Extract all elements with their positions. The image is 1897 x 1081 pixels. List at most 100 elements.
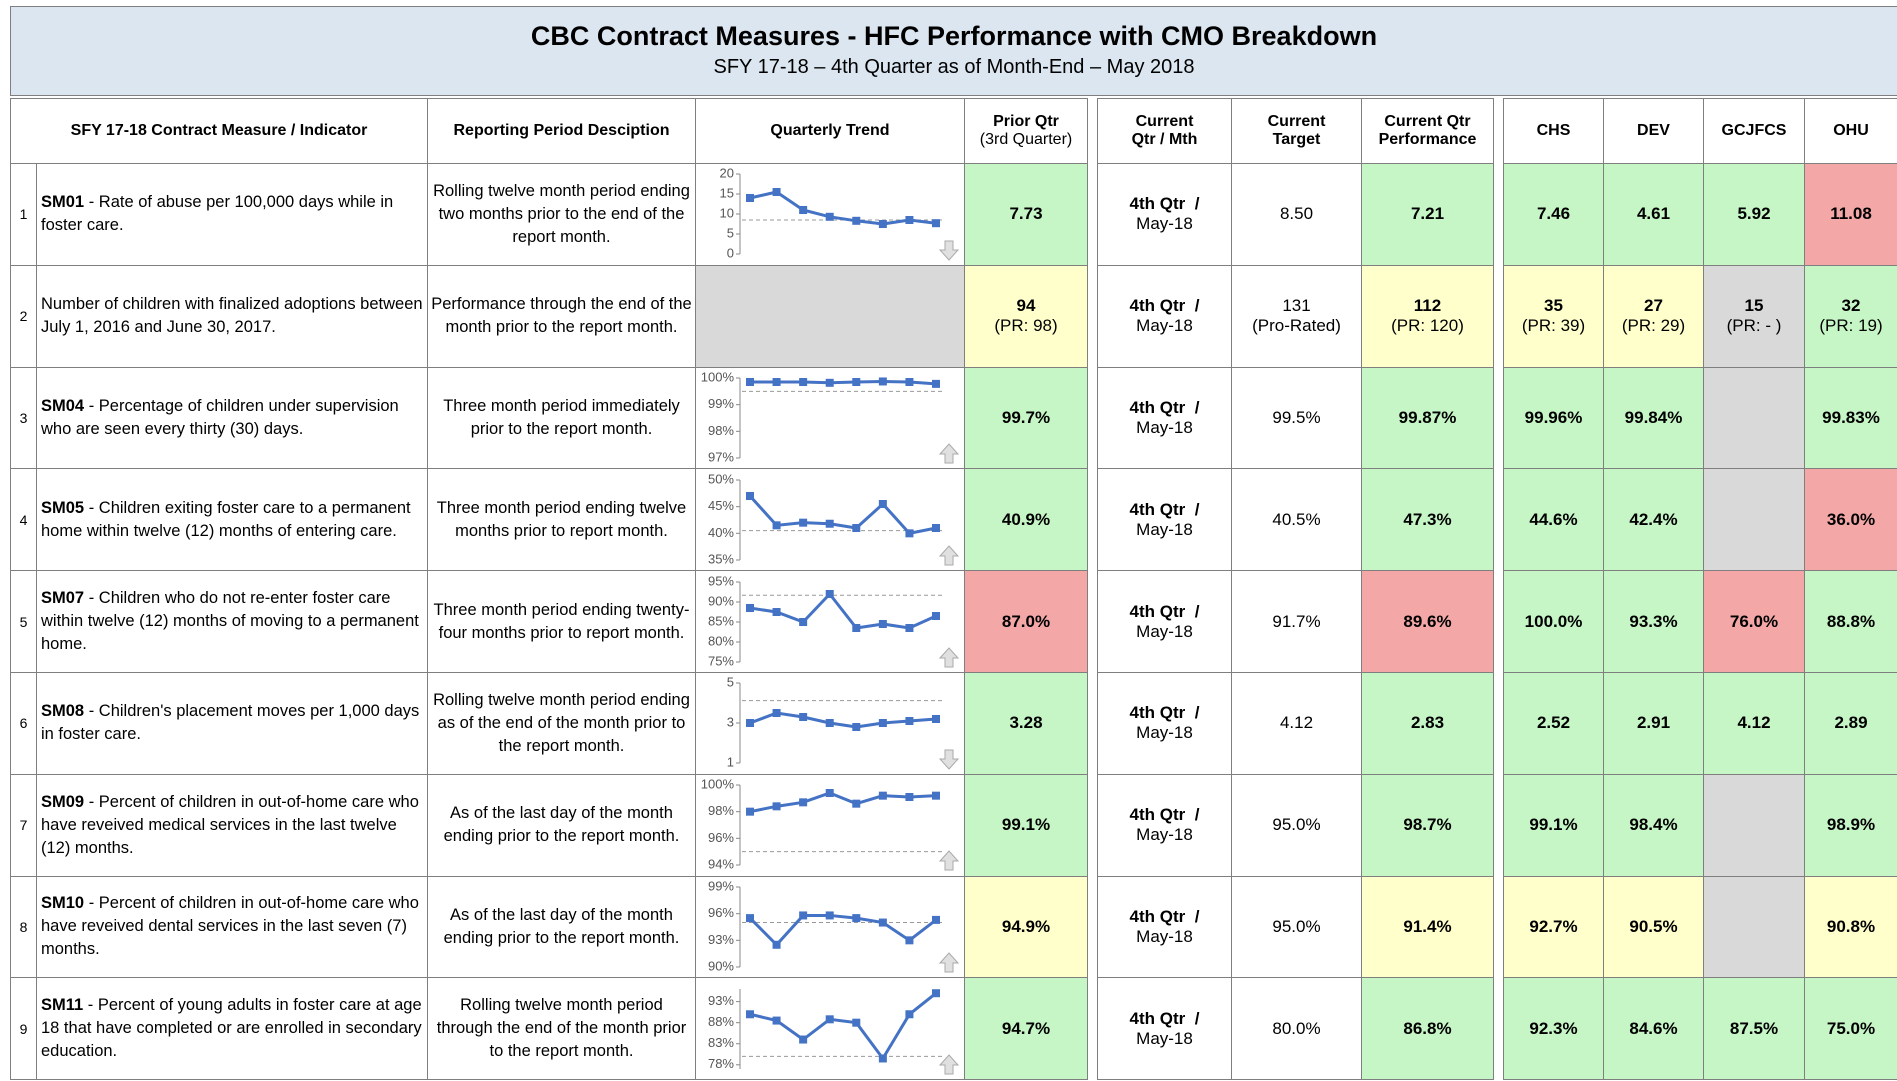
trend-point	[878, 918, 887, 927]
trend-point	[852, 217, 861, 226]
metric-value: 2.83	[1410, 713, 1445, 733]
qtr-line: 4th Qtr /	[1129, 906, 1200, 926]
direction-arrow	[938, 646, 960, 668]
trend-point	[878, 791, 887, 800]
metric-cell: 36.0%	[1804, 468, 1897, 572]
measure-cell: SM04 - Percentage of children under supe…	[36, 366, 428, 470]
trend-point	[772, 802, 781, 811]
trend-cell: 100% 99% 98% 97%	[695, 366, 965, 470]
metric-cell: 99.1%	[964, 773, 1088, 877]
trend-point	[772, 521, 781, 530]
y-tick-label: 94%	[708, 857, 734, 872]
measure-text: - Children's placement moves per 1,000 d…	[41, 702, 420, 744]
measure-row: 8 SM10 - Percent of children in out-of-ho…	[10, 875, 1897, 979]
period-cell: Rolling twelve month period ending two m…	[427, 163, 696, 266]
metric-value: 2.91	[1636, 713, 1671, 733]
direction-arrow	[938, 749, 960, 771]
metric-value: 40.9%	[1001, 509, 1051, 529]
row-number: 2	[10, 264, 37, 368]
metric-cell	[1703, 366, 1805, 470]
qtr-line: May-18	[1136, 417, 1193, 437]
metric-cell: 112 (PR: 120)	[1361, 264, 1494, 368]
metric-sub: (PR: 19)	[1819, 316, 1883, 336]
header-line: Reporting Period Desciption	[453, 122, 670, 139]
metric-cell: 99.1%	[1503, 773, 1604, 877]
measures-table: SFY 17-18 Contract Measure / Indicator Re…	[10, 98, 1897, 1081]
metric-value: 99.84%	[1624, 407, 1683, 427]
y-tick-label: 1	[727, 755, 734, 770]
metric-value: 80.0%	[1272, 1018, 1321, 1038]
metric-cell: 131 (Pro-Rated)	[1231, 264, 1362, 368]
metric-value: 98.4%	[1629, 815, 1678, 835]
separator	[1087, 774, 1098, 877]
qtr-line: May-18	[1136, 723, 1193, 743]
report: CBC Contract Measures - HFC Performance …	[10, 6, 1897, 1081]
separator	[1493, 367, 1504, 469]
row-number: 4	[10, 468, 37, 572]
sparkline: 100% 98% 96% 94%	[701, 777, 960, 872]
metric-cell: 98.4%	[1603, 773, 1704, 877]
trend-point	[852, 914, 861, 923]
metric-cell: 93.3%	[1603, 570, 1704, 673]
metric-cell: 88.8%	[1804, 570, 1897, 673]
sparkline: 5 3 1	[727, 675, 960, 771]
metric-value: 5.92	[1737, 204, 1771, 224]
trend-point	[852, 1018, 861, 1027]
metric-sub: (PR: 39)	[1521, 316, 1586, 336]
trend-point	[825, 378, 834, 387]
qtr-line: May-18	[1136, 1028, 1193, 1048]
y-tick-label: 83%	[708, 1035, 734, 1050]
header-line: GCJFCS	[1721, 122, 1787, 139]
row-number: 8	[10, 875, 37, 979]
column-header: Current Target	[1231, 98, 1362, 164]
trend-line	[749, 791, 937, 814]
trend-point	[932, 523, 940, 532]
period-cell: Three month period immediately prior to …	[427, 366, 696, 470]
metric-cell: 7.73	[964, 163, 1088, 266]
metric-cell: 40.9%	[964, 468, 1088, 572]
trend-point	[799, 518, 808, 527]
header-line: Current	[1267, 113, 1326, 130]
trend-point	[799, 713, 808, 722]
metric-cell: 4.12	[1231, 671, 1362, 775]
trend-cell: 20 15 10 5 0	[695, 163, 965, 266]
metric-value: 4.12	[1737, 713, 1771, 733]
column-header: Current Qtr Performance	[1361, 98, 1494, 164]
trend-point	[825, 789, 834, 798]
qtr-line: May-18	[1136, 825, 1193, 845]
measure-code: SM09	[41, 792, 85, 811]
trend-point	[905, 623, 914, 632]
metric-sub: (PR: - )	[1726, 316, 1782, 336]
metric-cell: 76.0%	[1703, 570, 1805, 673]
metric-cell: 90.8%	[1804, 875, 1897, 979]
trend-line	[749, 190, 937, 226]
measure-row: 6 SM08 - Children's placement moves per 1…	[10, 671, 1897, 775]
measure-code: SM01	[41, 193, 85, 212]
measure-row: 7 SM09 - Percent of children in out-of-ho…	[10, 773, 1897, 877]
measure-code: SM10	[41, 894, 85, 913]
header-line: SFY 17-18 Contract Measure / Indicator	[70, 122, 368, 139]
trend-point	[799, 377, 808, 386]
y-tick-label: 98%	[708, 423, 734, 438]
measure-row: 1 SM01 - Rate of abuse per 100,000 days w…	[10, 163, 1897, 266]
metric-value: 32	[1841, 296, 1861, 316]
y-tick-label: 100%	[701, 777, 735, 791]
metric-value: 131	[1282, 296, 1311, 316]
metric-cell: 99.96%	[1503, 366, 1604, 470]
separator	[1087, 672, 1098, 775]
metric-value: 89.6%	[1403, 611, 1452, 631]
separator	[1493, 876, 1504, 978]
column-header: DEV	[1603, 98, 1704, 164]
sparkline: 20 15 10 5 0	[720, 166, 960, 262]
metric-cell: 2.83	[1361, 671, 1494, 775]
y-tick-label: 3	[727, 715, 734, 730]
trend-point	[852, 723, 861, 732]
trend-point	[746, 914, 754, 923]
title-banner: CBC Contract Measures - HFC Performance …	[10, 6, 1897, 96]
row-number: 7	[10, 773, 37, 877]
trend-point	[878, 1054, 887, 1063]
qtr-cell: 4th Qtr / May-18	[1097, 264, 1232, 368]
trend-point	[772, 1016, 781, 1025]
metric-value: 95.0%	[1272, 815, 1321, 835]
measure-cell: SM05 - Children exiting foster care to a…	[36, 468, 428, 572]
